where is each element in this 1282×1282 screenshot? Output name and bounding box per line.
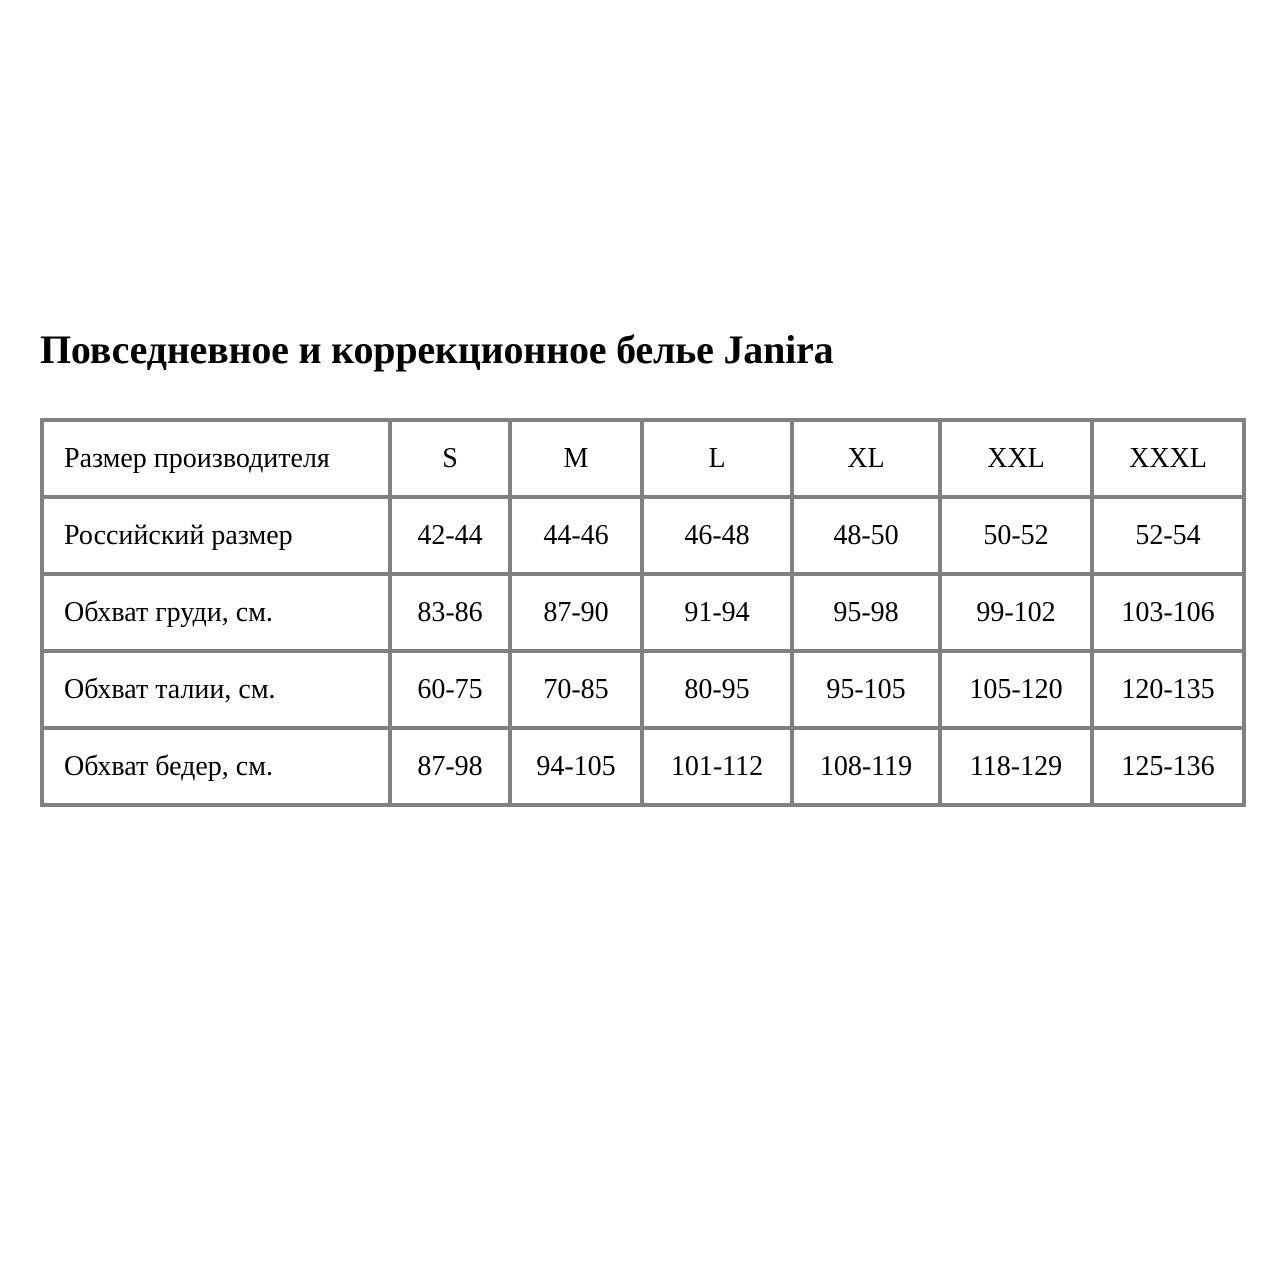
cell-bust-l: 91-94 [640,572,794,653]
row-label-bust: Обхват груди, см. [40,572,392,653]
cell-russian-m: 44-46 [508,495,644,576]
row-label-russian-size: Российский размер [40,495,392,576]
page-title: Повседневное и коррекционное белье Janir… [40,327,834,372]
column-header-xl: XL [790,418,942,499]
cell-russian-xl: 48-50 [790,495,942,576]
cell-bust-xl: 95-98 [790,572,942,653]
cell-waist-xl: 95-105 [790,649,942,730]
cell-russian-s: 42-44 [388,495,512,576]
cell-bust-m: 87-90 [508,572,644,653]
row-label-waist: Обхват талии, см. [40,649,392,730]
cell-hips-xl: 108-119 [790,726,942,807]
table-row-russian-size: Российский размер 42-44 44-46 46-48 48-5… [40,495,1246,576]
column-header-l: L [640,418,794,499]
cell-hips-l: 101-112 [640,726,794,807]
table-row-bust: Обхват груди, см. 83-86 87-90 91-94 95-9… [40,572,1246,653]
cell-russian-xxl: 50-52 [938,495,1094,576]
column-header-m: M [508,418,644,499]
table-row-header: Размер производителя S M L XL XXL XXXL [40,418,1246,499]
cell-waist-xxxl: 120-135 [1090,649,1246,730]
column-header-s: S [388,418,512,499]
cell-waist-xxl: 105-120 [938,649,1094,730]
cell-hips-xxl: 118-129 [938,726,1094,807]
table-row-hips: Обхват бедер, см. 87-98 94-105 101-112 1… [40,726,1246,807]
cell-hips-m: 94-105 [508,726,644,807]
cell-hips-xxxl: 125-136 [1090,726,1246,807]
row-label-manufacturer-size: Размер производителя [40,418,392,499]
cell-waist-s: 60-75 [388,649,512,730]
table-row-waist: Обхват талии, см. 60-75 70-85 80-95 95-1… [40,649,1246,730]
cell-bust-xxl: 99-102 [938,572,1094,653]
cell-hips-s: 87-98 [388,726,512,807]
column-header-xxl: XXL [938,418,1094,499]
cell-bust-s: 83-86 [388,572,512,653]
row-label-hips: Обхват бедер, см. [40,726,392,807]
cell-bust-xxxl: 103-106 [1090,572,1246,653]
cell-waist-m: 70-85 [508,649,644,730]
size-chart-table: Размер производителя S M L XL XXL XXXL Р… [40,418,1246,807]
cell-russian-xxxl: 52-54 [1090,495,1246,576]
cell-waist-l: 80-95 [640,649,794,730]
column-header-xxxl: XXXL [1090,418,1246,499]
cell-russian-l: 46-48 [640,495,794,576]
